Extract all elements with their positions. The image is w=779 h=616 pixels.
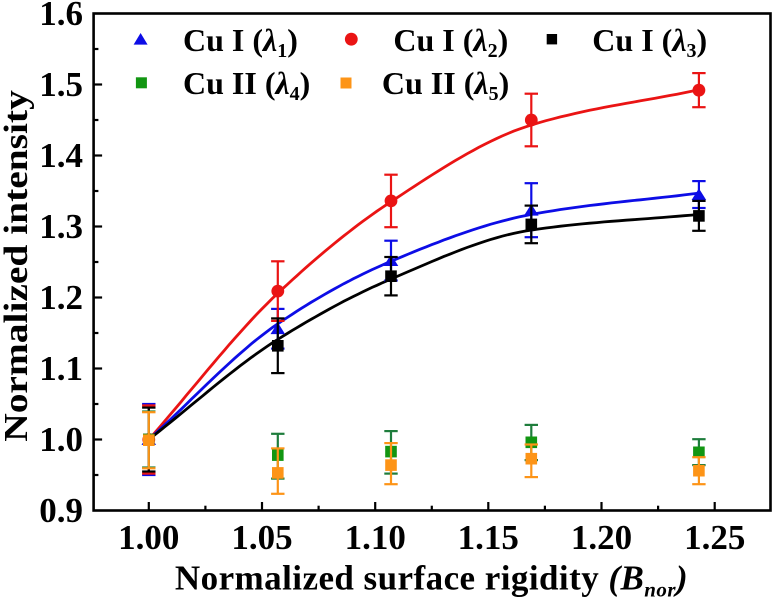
svg-text:1.6: 1.6: [39, 0, 83, 33]
svg-text:Cu II (λ5): Cu II (λ5): [382, 65, 509, 105]
svg-text:1.2: 1.2: [39, 278, 83, 317]
svg-text:0.9: 0.9: [39, 491, 83, 530]
svg-text:Cu II (λ4): Cu II (λ4): [183, 65, 310, 105]
svg-text:1.20: 1.20: [571, 518, 632, 557]
svg-text:1.00: 1.00: [118, 518, 179, 557]
svg-text:Normalized intensity: Normalized intensity: [0, 90, 34, 442]
svg-text:1.3: 1.3: [39, 207, 83, 246]
svg-text:1.25: 1.25: [684, 518, 745, 557]
svg-text:Normalized surface rigidity (B: Normalized surface rigidity (Bnor): [175, 558, 688, 601]
svg-text:1.15: 1.15: [458, 518, 519, 557]
svg-text:1.0: 1.0: [39, 420, 83, 459]
svg-text:1.4: 1.4: [39, 136, 83, 175]
svg-text:Cu I (λ2): Cu I (λ2): [393, 22, 508, 62]
svg-text:1.05: 1.05: [231, 518, 292, 557]
svg-text:1.1: 1.1: [39, 349, 83, 388]
svg-text:1.10: 1.10: [345, 518, 406, 557]
svg-text:1.5: 1.5: [39, 65, 83, 104]
